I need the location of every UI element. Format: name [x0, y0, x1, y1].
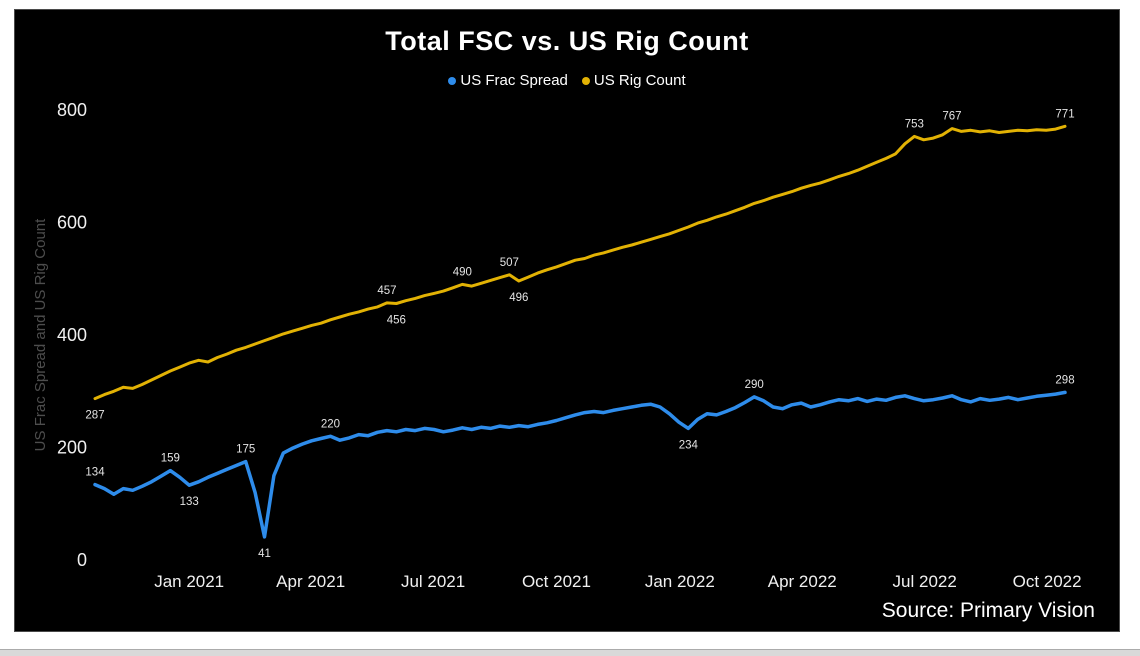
x-tick-label: Oct 2021: [522, 572, 591, 591]
data-label: 490: [453, 266, 472, 278]
x-tick-label: Jul 2021: [401, 572, 465, 591]
bottom-scrollbar[interactable]: [0, 649, 1140, 656]
data-label: 159: [161, 453, 180, 465]
data-label: 456: [387, 315, 406, 327]
y-tick-label: 800: [57, 100, 87, 120]
data-label: 175: [236, 444, 255, 456]
data-label: 753: [905, 118, 924, 130]
legend-item-frac-spread[interactable]: US Frac Spread: [448, 72, 568, 89]
legend-dot-frac-spread-icon: [448, 76, 457, 85]
x-tick-label: Jan 2021: [154, 572, 224, 591]
x-tick-label: Apr 2022: [768, 572, 837, 591]
source-credit: Source: Primary Vision: [881, 599, 1095, 622]
x-tick-label: Jul 2022: [893, 572, 957, 591]
line-chart-plot: 0 200 400 600 800 Jan 2021 Apr 2021 Jul 2021 Oct…: [32, 100, 1082, 591]
data-label: 234: [679, 439, 699, 451]
series-line-rig-count[interactable]: [93, 124, 1067, 401]
legend-item-rig-count[interactable]: US Rig Count: [581, 72, 686, 89]
x-tick-label: Jan 2022: [645, 572, 715, 591]
legend-dot-rig-count-icon: [581, 76, 590, 85]
y-tick-label: 200: [57, 438, 87, 458]
data-label: 496: [509, 292, 528, 304]
chart-title: Total FSC vs. US Rig Count: [385, 26, 749, 56]
legend-label-rig-count: US Rig Count: [593, 72, 686, 89]
data-label: 287: [85, 410, 104, 422]
y-tick-label: 0: [77, 550, 87, 570]
data-label: 457: [377, 285, 396, 297]
x-tick-label: Apr 2021: [276, 572, 345, 591]
data-label: 767: [942, 111, 961, 123]
legend: US Frac Spread US Rig Count: [15, 72, 1119, 89]
y-axis-title: US Frac Spread and US Rig Count: [32, 218, 49, 451]
data-label: 41: [258, 548, 271, 560]
data-label: 134: [85, 467, 105, 479]
data-label: 220: [321, 418, 340, 430]
x-tick-label: Oct 2022: [1013, 572, 1082, 591]
chart-canvas: Total FSC vs. US Rig Count US Frac Sprea…: [14, 9, 1120, 632]
data-label: 298: [1055, 374, 1074, 386]
series-line-frac-spread[interactable]: [93, 390, 1067, 539]
data-label: 133: [180, 496, 199, 508]
data-label: 290: [745, 379, 764, 391]
y-tick-label: 600: [57, 213, 87, 233]
y-tick-label: 400: [57, 325, 87, 345]
data-label: 507: [500, 257, 519, 269]
legend-label-frac-spread: US Frac Spread: [460, 72, 568, 89]
data-label: 771: [1055, 108, 1074, 120]
